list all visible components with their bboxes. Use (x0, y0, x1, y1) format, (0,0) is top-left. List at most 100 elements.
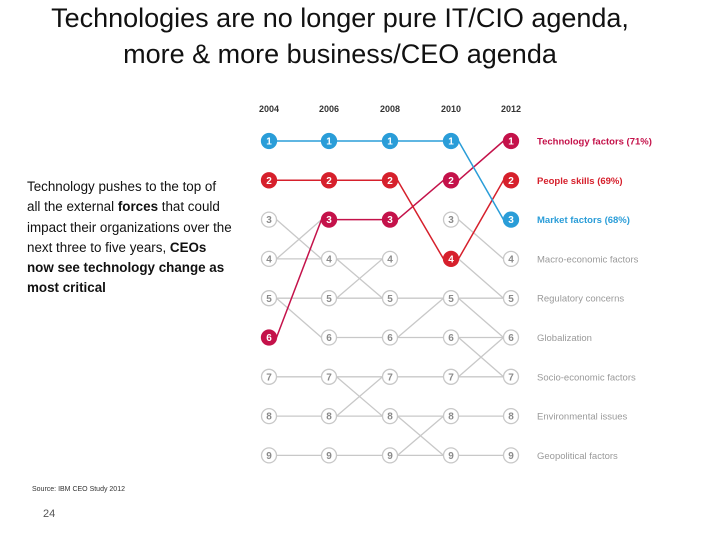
rank-number: 8 (508, 412, 514, 423)
rank-circle (442, 172, 460, 189)
grey-crossing-connector (458, 258, 504, 299)
rank-circle (320, 329, 338, 346)
rank-number: 6 (387, 333, 393, 344)
rank-circle (502, 368, 520, 385)
rank-circle (260, 290, 278, 307)
year-label-2008: 2008 (380, 104, 400, 114)
rank-number: 9 (326, 451, 332, 462)
rank-number: 4 (266, 255, 272, 266)
rank-circle (381, 329, 399, 346)
highlight-connector (457, 179, 505, 260)
rank-number: 8 (387, 412, 393, 423)
rank-number: 2 (266, 176, 272, 187)
rank-number: 8 (448, 412, 454, 423)
rank-number: 7 (508, 372, 514, 383)
rank-circle (442, 211, 460, 228)
rank-circle (381, 407, 399, 425)
rank-circle (502, 447, 520, 464)
rank-circle (442, 250, 460, 268)
year-label-2010: 2010 (441, 104, 461, 114)
rank-number: 3 (326, 215, 332, 226)
rank-circle (442, 132, 460, 150)
rank-circle (381, 290, 399, 307)
highlight-connector (397, 179, 444, 221)
factor-label: Macro-economic factors (537, 254, 639, 265)
factor-label: Regulatory concerns (537, 294, 624, 305)
grey-crossing-connector (336, 258, 383, 299)
rank-number: 2 (448, 176, 454, 187)
rank-number: 8 (266, 412, 272, 423)
description-text: Technology pushes to the top of all the … (27, 177, 232, 299)
source-note: Source: IBM CEO Study 2012 (32, 486, 125, 493)
title-line-1: Technologies are no longer pure IT/CIO a… (51, 3, 629, 33)
rank-number: 9 (448, 451, 454, 462)
grey-crossing-connector (397, 297, 444, 338)
factor-label: Globalization (537, 333, 592, 344)
rank-circle (502, 250, 520, 268)
rank-circle (502, 211, 520, 228)
rank-number: 8 (326, 412, 332, 423)
factor-label: Technology factors (71%) (537, 137, 652, 148)
year-label-2006: 2006 (319, 104, 339, 114)
rank-circle (320, 368, 338, 385)
rank-circle (381, 368, 399, 385)
factor-label: Socio-economic factors (537, 372, 636, 383)
rank-number: 4 (387, 255, 393, 266)
grey-crossing-connector (336, 376, 383, 417)
rank-number: 3 (387, 215, 393, 226)
highlight-connector (457, 140, 505, 220)
factor-label: Environmental issues (537, 412, 628, 423)
rank-circle (502, 290, 520, 307)
page-number: 24 (43, 508, 56, 520)
rank-circle (381, 447, 399, 464)
rank-number: 5 (387, 294, 393, 305)
rank-circle (320, 211, 338, 228)
rank-circle (502, 172, 520, 189)
grey-connection-lines (276, 219, 504, 457)
rank-circle (502, 329, 520, 346)
description-ceo-note: CEOs now see technology change as most c… (27, 239, 225, 296)
path-market-factors (276, 140, 505, 220)
rank-number: 7 (448, 372, 454, 383)
rank-circle (442, 447, 460, 464)
rank-circle (442, 407, 460, 425)
rank-number: 7 (266, 372, 272, 383)
rank-number: 6 (508, 333, 514, 344)
grey-crossing-connector (458, 219, 504, 260)
rank-circle (381, 172, 399, 189)
rank-circle (320, 132, 338, 150)
rank-circle (502, 132, 520, 150)
slide-title: Technologies are no longer pure IT/CIO a… (0, 0, 680, 72)
path-people-skills (276, 179, 505, 260)
factor-label: People skills (69%) (537, 176, 623, 187)
description-forces: forces (117, 199, 159, 215)
grey-crossing-connector (458, 297, 504, 338)
rank-circle (442, 290, 460, 307)
rank-number: 9 (508, 451, 514, 462)
rank-number: 6 (266, 333, 272, 344)
highlight-connector (458, 140, 504, 181)
rank-number: 1 (266, 137, 272, 148)
description-part-3: that could impact their organizations ov… (27, 199, 232, 255)
rank-number: 1 (387, 137, 393, 148)
rank-circle (260, 250, 278, 268)
factor-label: Geopolitical factors (537, 451, 618, 462)
rank-circle (320, 172, 338, 189)
rank-circle (381, 132, 399, 150)
rank-number: 5 (266, 294, 272, 305)
rank-circle (320, 250, 338, 268)
rank-number: 4 (508, 255, 514, 266)
rank-circle (381, 250, 399, 268)
rank-number: 4 (448, 255, 454, 266)
year-label-2012: 2012 (501, 104, 521, 114)
rank-number: 2 (326, 176, 332, 187)
rank-circle (260, 211, 278, 228)
grey-crossing-connector (276, 297, 322, 338)
grey-crossing-connector (397, 415, 444, 456)
rank-circle (260, 132, 278, 150)
grey-crossing-connector (276, 219, 322, 260)
highlight-connector (275, 219, 323, 338)
rank-circle (320, 290, 338, 307)
rank-number: 5 (508, 294, 514, 305)
